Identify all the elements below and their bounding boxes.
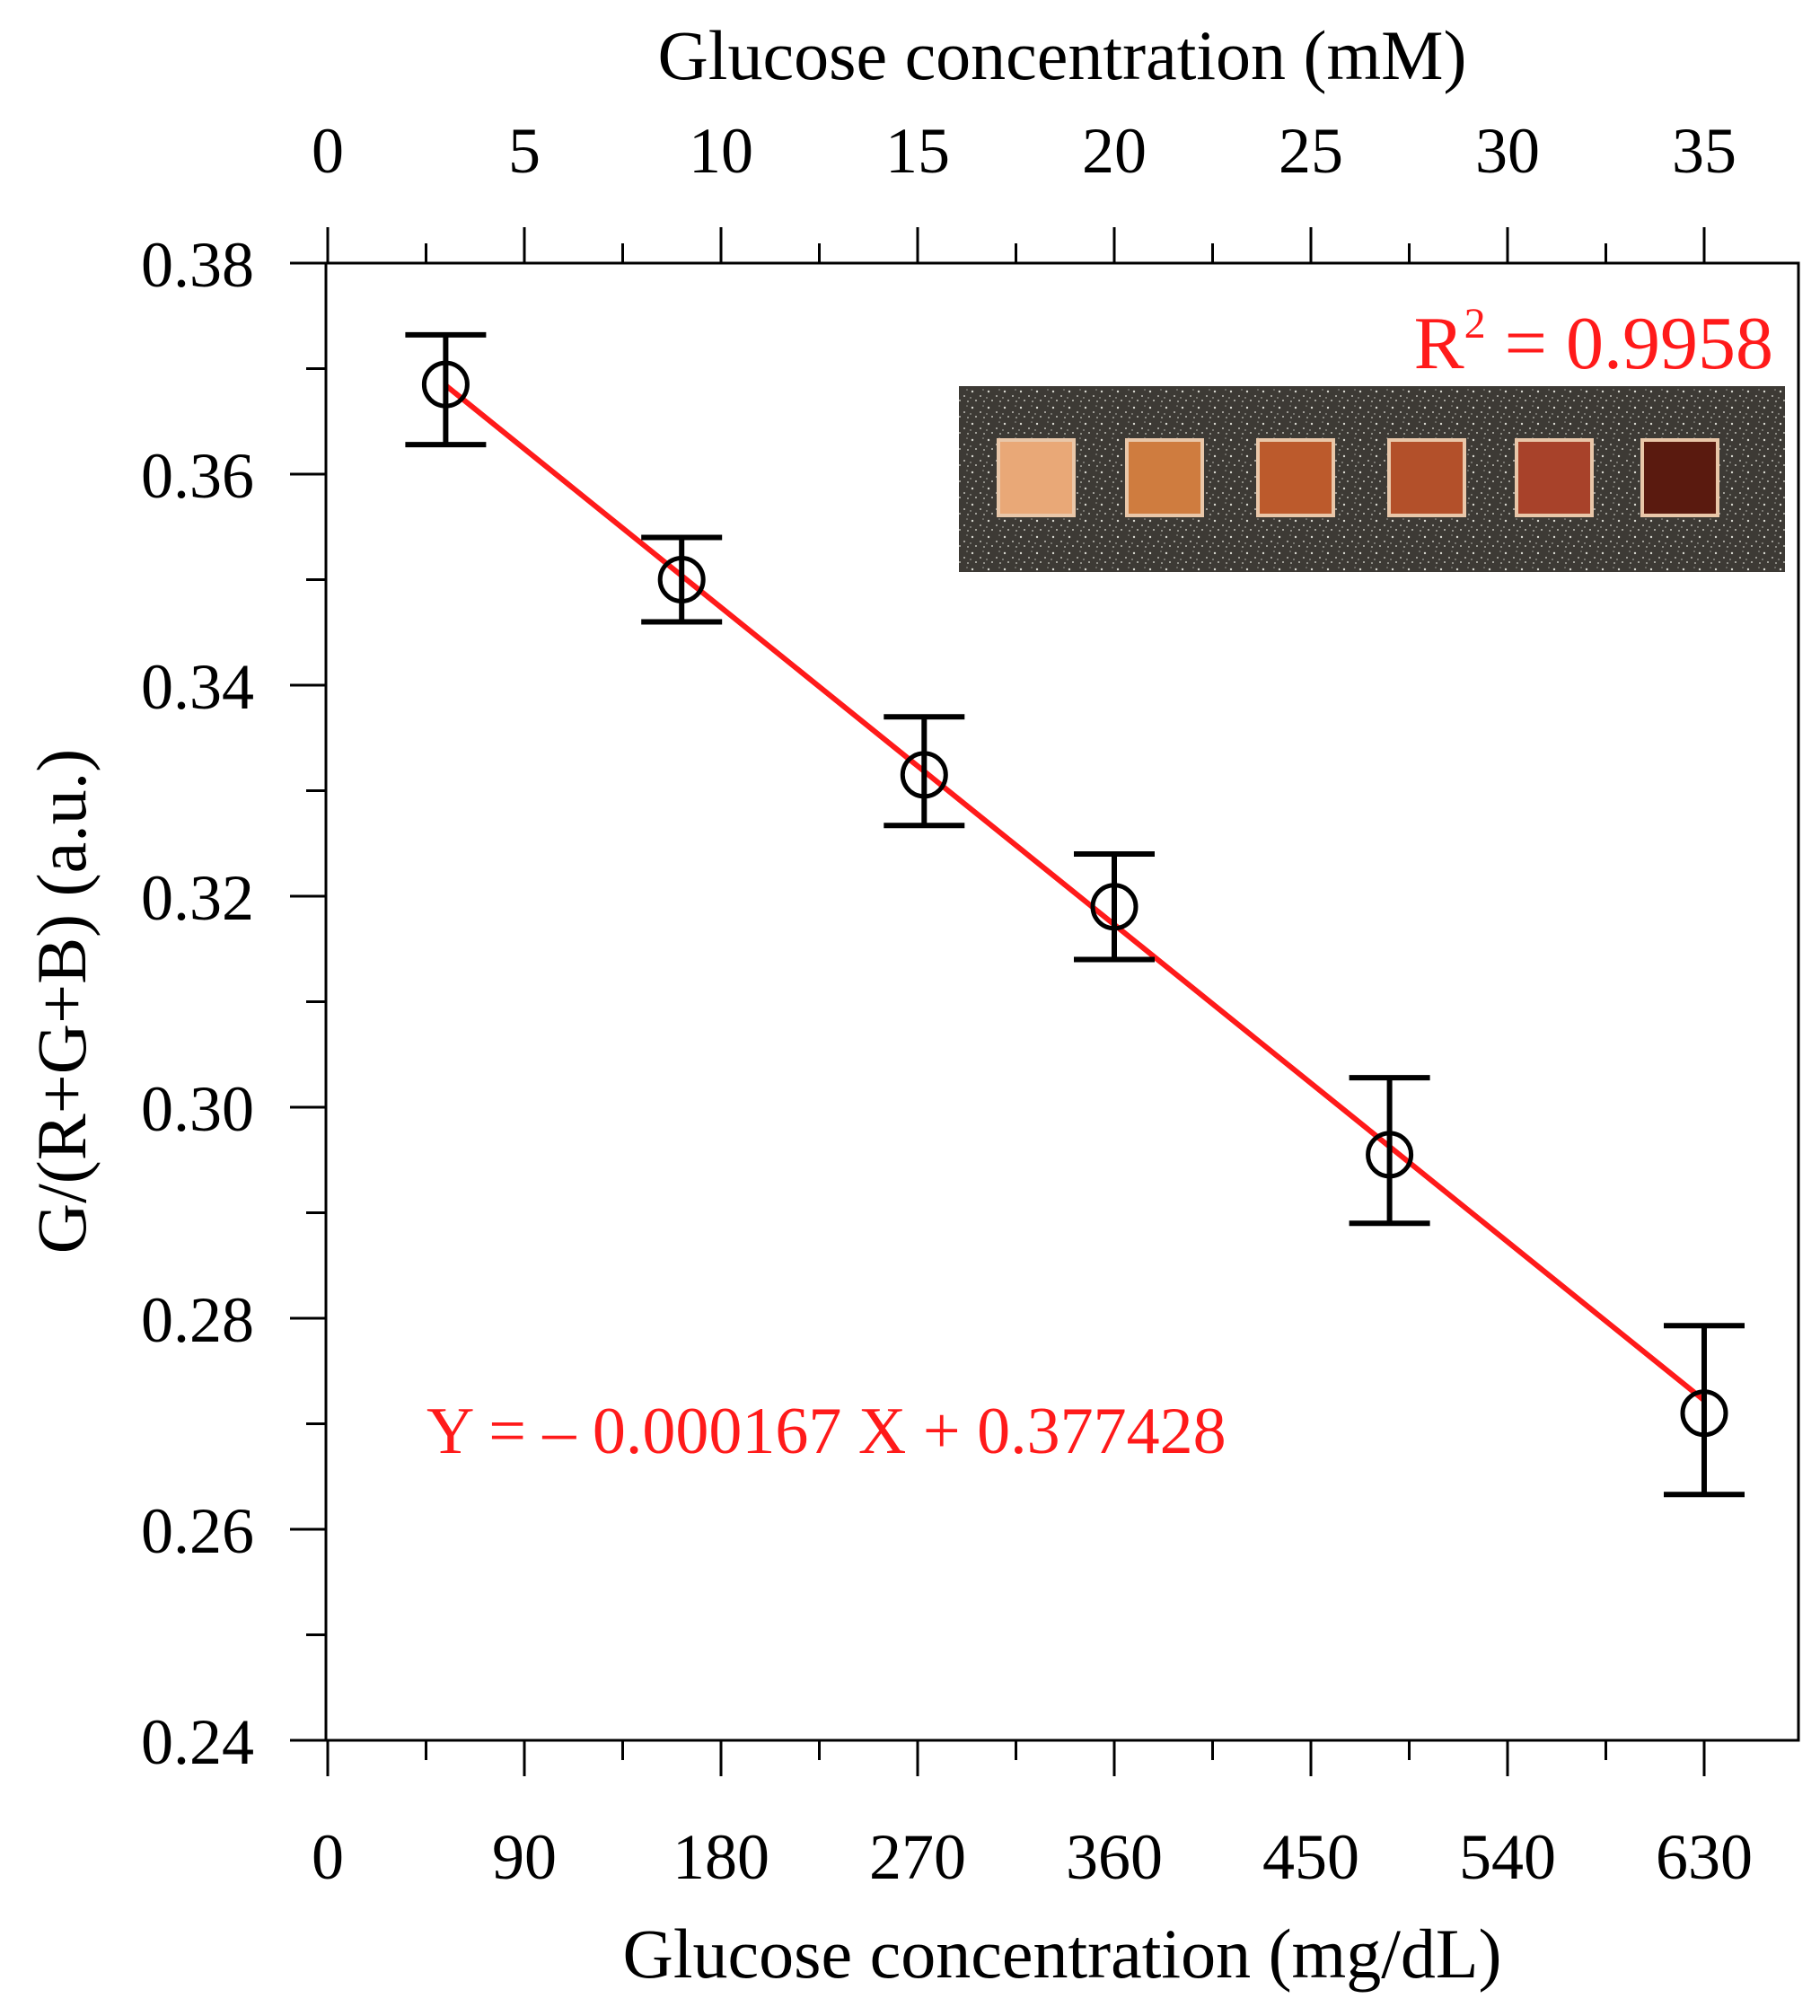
x-bottom-tick-label: 540	[1459, 1821, 1556, 1893]
r-squared-sup: 2	[1464, 300, 1486, 348]
strip-swatch	[997, 438, 1076, 517]
fit-equation-label: Y = – 0.000167 X + 0.377428	[426, 1395, 1227, 1468]
strip-swatch	[1125, 438, 1204, 517]
x-bottom-tick-label: 630	[1656, 1821, 1753, 1893]
x-bottom-tick-label: 0	[312, 1821, 344, 1893]
fit-line	[444, 383, 1706, 1403]
x-top-tick-labels: 0 5 10 15 20 25 30 35	[312, 115, 1736, 187]
test-strip-photo	[959, 386, 1785, 572]
y-tick-label: 0.32	[141, 862, 254, 934]
y-tick-label: 0.36	[141, 440, 254, 512]
r-squared-base: R	[1414, 302, 1464, 385]
x-bottom-tick-label: 360	[1066, 1821, 1163, 1893]
x-bottom-tick-label: 180	[673, 1821, 769, 1893]
axis-ticks	[290, 227, 1706, 1776]
y-tick-label: 0.34	[141, 651, 254, 723]
x-top-tick-label: 5	[508, 115, 541, 187]
x-bottom-tick-label: 270	[869, 1821, 966, 1893]
strip-swatch	[1387, 438, 1466, 517]
x-top-tick-label: 35	[1672, 115, 1736, 187]
data-points-layer	[421, 360, 1728, 1438]
x-top-tick-label: 30	[1475, 115, 1540, 187]
fit-line-layer	[444, 383, 1706, 1403]
x-top-tick-label: 20	[1082, 115, 1147, 187]
r-squared-label: R2 = 0.9958	[1414, 300, 1773, 385]
x-top-tick-label: 0	[312, 115, 344, 187]
x-bottom-tick-labels: 0 90 180 270 360 450 540 630	[312, 1821, 1753, 1893]
y-axis-title: G/(R+G+B) (a.u.)	[22, 749, 101, 1254]
data-point	[657, 556, 706, 603]
r-squared-value: = 0.9958	[1486, 302, 1773, 385]
x-bottom-tick-label: 90	[492, 1821, 557, 1893]
data-point	[1680, 1389, 1728, 1438]
x-bottom-axis-title: Glucose concentration (mg/dL)	[623, 1915, 1502, 1993]
data-point	[1366, 1131, 1414, 1179]
strip-swatch	[1640, 438, 1719, 517]
y-tick-label: 0.28	[141, 1284, 254, 1356]
x-top-tick-label: 10	[689, 115, 753, 187]
x-bottom-tick-label: 450	[1262, 1821, 1359, 1893]
y-tick-label: 0.26	[141, 1495, 254, 1567]
y-tick-label: 0.38	[141, 229, 254, 301]
x-top-tick-label: 25	[1279, 115, 1343, 187]
data-point	[1090, 883, 1139, 931]
y-tick-label: 0.24	[141, 1706, 254, 1778]
strip-swatch	[1515, 438, 1594, 517]
y-axis-tick-labels: 0.24 0.26 0.28 0.30 0.32 0.34 0.36 0.38	[141, 229, 254, 1778]
error-bars-layer	[405, 331, 1745, 1498]
x-top-tick-label: 15	[885, 115, 950, 187]
strip-swatch	[1256, 438, 1335, 517]
y-tick-label: 0.30	[141, 1073, 254, 1145]
data-point	[900, 751, 948, 799]
x-top-axis-title: Glucose concentration (mM)	[657, 16, 1466, 94]
data-point	[421, 360, 470, 409]
strip-swatches	[997, 438, 1719, 517]
